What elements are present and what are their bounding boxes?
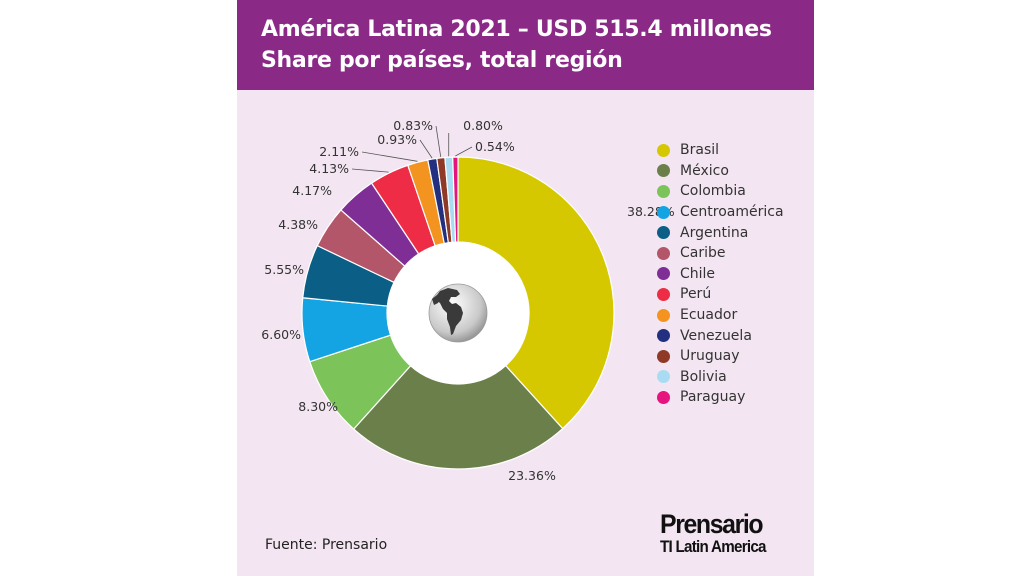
legend-swatch (657, 267, 670, 281)
legend-swatch (657, 390, 670, 404)
legend-swatch (657, 370, 670, 384)
legend-item-venezuela: Venezuela (657, 325, 784, 346)
data-label-peru: 4.13% (309, 161, 349, 176)
leader-line-peru (351, 168, 389, 173)
legend-item-bolivia: Bolivia (657, 367, 784, 388)
data-label-argentina: 5.55% (264, 262, 304, 277)
data-label-chile: 4.17% (292, 183, 332, 198)
legend-label: Venezuela (680, 327, 752, 344)
legend-item-colombia: Colombia (657, 181, 784, 202)
legend-swatch (657, 205, 670, 219)
data-label-paraguay: 0.54% (475, 139, 515, 154)
legend-label: Ecuador (680, 307, 738, 324)
legend-label: Caribe (680, 245, 726, 262)
legend-label: Argentina (680, 224, 749, 241)
legend-item-ecuador: Ecuador (657, 305, 784, 326)
source-note: Fuente: Prensario (265, 537, 388, 553)
legend-item-brasil: Brasil (657, 140, 784, 161)
prensario-logo: Prensario TI Latin America (660, 510, 800, 556)
leader-line-paraguay (455, 146, 473, 157)
legend-label: Colombia (680, 183, 746, 200)
logo-brand-text: Prensario (660, 509, 764, 539)
data-label-centroamerica: 6.60% (261, 327, 301, 342)
infographic-card: América Latina 2021 – USD 515.4 millones… (237, 0, 814, 576)
legend-label: Paraguay (680, 389, 746, 406)
legend-label: Perú (680, 286, 712, 303)
legend-item-caribe: Caribe (657, 243, 784, 264)
data-label-mexico: 23.36% (508, 468, 556, 483)
legend-swatch (657, 287, 670, 301)
legend-item-peru: Perú (657, 284, 784, 305)
legend-swatch (657, 143, 670, 157)
legend-swatch (657, 329, 670, 343)
header-banner: América Latina 2021 – USD 515.4 millones… (237, 0, 814, 90)
data-label-uruguay: 0.83% (393, 118, 433, 133)
legend-swatch (657, 226, 670, 240)
legend-swatch (657, 184, 670, 198)
leader-line-venezuela (419, 139, 433, 159)
donut-chart: 38.28%23.36%8.30%6.60%5.55%4.38%4.17%4.1… (261, 118, 675, 483)
legend-swatch (657, 246, 670, 260)
data-label-ecuador: 2.11% (319, 144, 359, 159)
leader-line-uruguay (435, 125, 442, 158)
legend-swatch (657, 308, 670, 322)
legend-swatch (657, 164, 670, 178)
legend-item-uruguay: Uruguay (657, 346, 784, 367)
logo-subtitle-text: TI Latin America (660, 538, 767, 556)
data-label-caribe: 4.38% (278, 217, 318, 232)
legend-swatch (657, 349, 670, 363)
data-label-colombia: 8.30% (298, 399, 338, 414)
legend-label: Brasil (680, 142, 720, 159)
legend-item-chile: Chile (657, 264, 784, 285)
chart-subtitle: Share por países, total región (261, 48, 623, 73)
legend-item-paraguay: Paraguay (657, 387, 784, 408)
chart-title: América Latina 2021 – USD 515.4 millones (261, 17, 772, 42)
legend-label: México (680, 162, 729, 179)
legend-item-mexico: México (657, 161, 784, 182)
globe-americas-icon (428, 283, 488, 343)
data-label-venezuela: 0.93% (377, 132, 417, 147)
legend-label: Uruguay (680, 348, 740, 365)
leader-line-ecuador (361, 151, 418, 162)
chart-legend: Brasil México Colombia Centroamérica Argenti… (657, 140, 784, 408)
legend-item-argentina: Argentina (657, 222, 784, 243)
legend-label: Chile (680, 265, 716, 282)
legend-item-centroamerica: Centroamérica (657, 202, 784, 223)
data-label-bolivia: 0.80% (463, 118, 503, 133)
legend-label: Bolivia (680, 368, 727, 385)
legend-label: Centroamérica (680, 204, 784, 221)
